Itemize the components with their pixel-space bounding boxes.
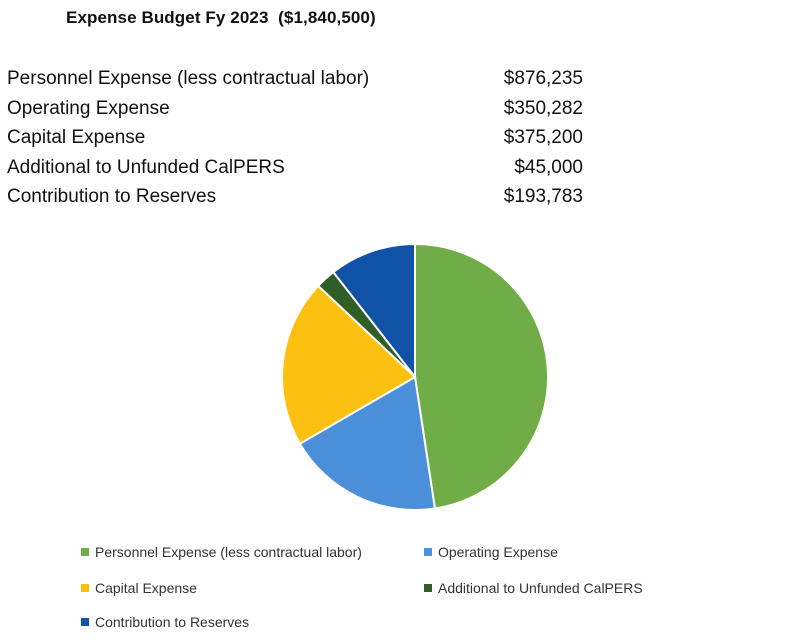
pie-slice-personnel xyxy=(414,242,549,510)
expense-row: Capital Expense $375,200 xyxy=(7,123,583,153)
legend-swatch xyxy=(81,584,89,592)
legend-item-calpers: Additional to Unfunded CalPERS xyxy=(424,579,643,597)
pie-slice-reserves xyxy=(331,242,416,380)
expense-table: Personnel Expense (less contractual labo… xyxy=(7,64,583,212)
expense-label: Personnel Expense (less contractual labo… xyxy=(7,68,370,89)
expense-label: Operating Expense xyxy=(7,97,170,119)
expense-row: Contribution to Reserves $193,783 xyxy=(7,182,583,212)
legend-label: Capital Expense xyxy=(95,580,197,596)
pie-slice-operating xyxy=(298,375,437,510)
legend-item-reserves: Contribution to Reserves xyxy=(81,613,249,631)
expense-label: Additional to Unfunded CalPERS xyxy=(7,156,285,178)
legend-label: Contribution to Reserves xyxy=(95,614,250,630)
expense-pie-chart xyxy=(281,242,549,510)
expense-amount: $350,282 xyxy=(503,97,583,119)
legend-swatch xyxy=(424,548,432,556)
expense-label: Contribution to Reserves xyxy=(7,186,217,207)
legend-item-personnel: Personnel Expense (less contractual labo… xyxy=(81,543,362,561)
expense-row: Operating Expense $350,282 xyxy=(7,94,583,124)
expense-amount: $876,235 xyxy=(503,68,583,89)
legend-label: Operating Expense xyxy=(438,544,558,560)
legend-item-capital: Capital Expense xyxy=(81,579,197,597)
legend-swatch xyxy=(81,618,89,626)
legend-swatch xyxy=(81,548,89,556)
expense-amount: $375,200 xyxy=(503,127,583,148)
legend-label: Personnel Expense (less contractual labo… xyxy=(95,544,362,560)
budget-title: Expense Budget Fy 2023 ($1,840,500) xyxy=(66,8,376,27)
expense-row: Additional to Unfunded CalPERS $45,000 xyxy=(7,153,583,183)
expense-amount: $45,000 xyxy=(514,156,583,178)
legend-swatch xyxy=(424,584,432,592)
pie-slice-capital xyxy=(281,284,417,446)
legend-label: Additional to Unfunded CalPERS xyxy=(438,580,643,596)
expense-amount: $193,783 xyxy=(503,186,583,207)
legend-item-operating: Operating Expense xyxy=(424,543,558,561)
expense-label: Capital Expense xyxy=(7,127,146,148)
expense-row: Personnel Expense (less contractual labo… xyxy=(7,64,583,94)
